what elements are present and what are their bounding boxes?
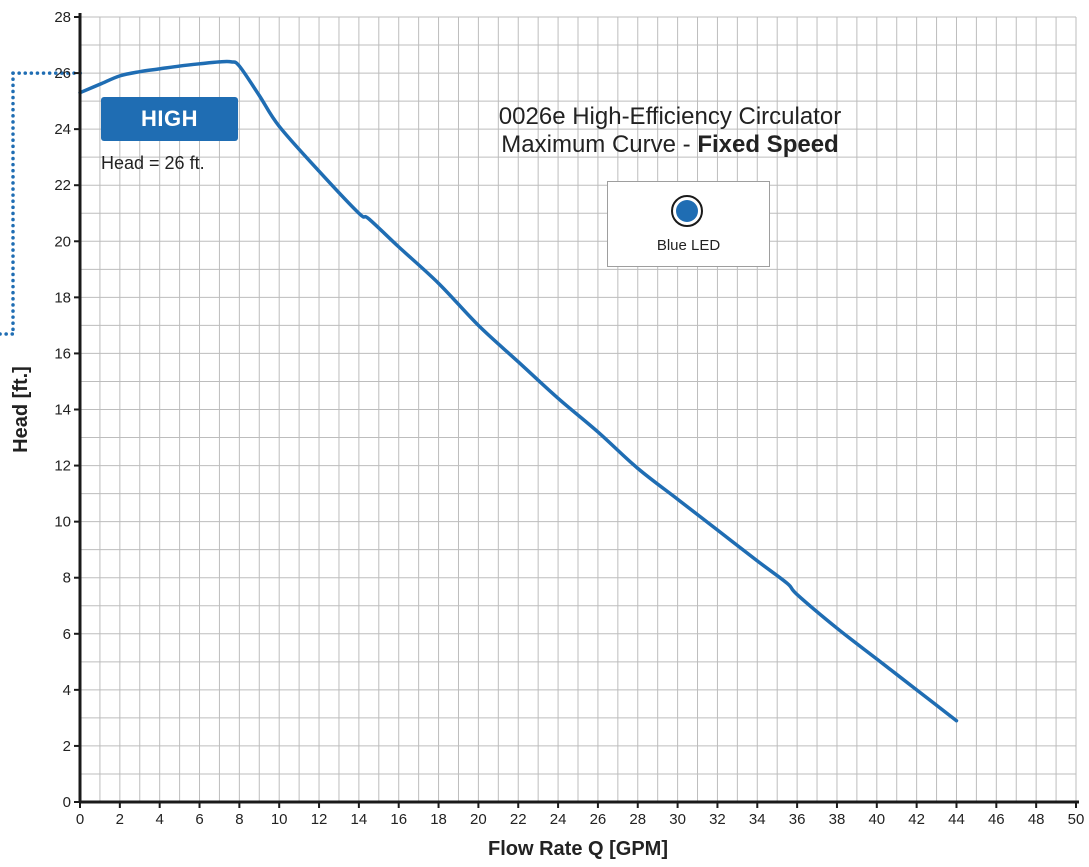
chart-title: 0026e High-Efficiency Circulator Maximum… [420, 103, 920, 159]
y-tick-label: 20 [54, 233, 71, 250]
y-axis-title: Head [ft.] [10, 366, 32, 453]
x-tick-labels: 0 2 4 6 8 10 12 14 16 18 20 22 24 26 28 30 32 34 36 38 40 42 4… [76, 811, 1085, 828]
x-tick-label: 12 [311, 811, 328, 828]
axes [74, 13, 1079, 808]
x-tick-label: 16 [390, 811, 407, 828]
y-tick-label: 0 [63, 794, 71, 811]
y-tick-label: 18 [54, 289, 71, 306]
x-tick-label: 26 [590, 811, 607, 828]
x-tick-label: 42 [908, 811, 925, 828]
series-line-pump-curve [78, 59, 959, 723]
y-tick-label: 4 [63, 682, 71, 699]
chart-title-bold: Fixed Speed [697, 131, 839, 158]
y-tick-label: 16 [54, 345, 71, 362]
series-group [78, 59, 959, 723]
mode-badge-high: HIGH [101, 97, 238, 141]
x-tick-label: 28 [629, 811, 646, 828]
x-tick-label: 46 [988, 811, 1005, 828]
head-annotation: Head = 26 ft. [101, 153, 205, 173]
y-tick-label: 6 [63, 626, 71, 643]
grid [80, 16, 1077, 802]
x-tick-label: 20 [470, 811, 487, 828]
chart-title-line1: 0026e High-Efficiency Circulator [498, 103, 842, 130]
chart-title-line2: Maximum Curve - Fixed Speed [420, 131, 920, 159]
y-tick-label: 24 [54, 121, 71, 138]
x-tick-label: 18 [430, 811, 447, 828]
x-tick-label: 38 [829, 811, 846, 828]
y-tick-label: 2 [63, 738, 71, 755]
led-light-icon [676, 200, 698, 222]
x-tick-label: 6 [195, 811, 203, 828]
x-tick-label: 2 [116, 811, 124, 828]
y-tick-label: 22 [54, 177, 71, 194]
x-tick-label: 48 [1028, 811, 1045, 828]
dotted-bracket [0, 71, 84, 336]
x-tick-label: 44 [948, 811, 965, 828]
led-legend-box: Blue LED [607, 181, 770, 267]
x-tick-label: 30 [669, 811, 686, 828]
x-axis-title: Flow Rate Q [GPM] [488, 838, 668, 860]
led-label: Blue LED [656, 237, 721, 254]
x-tick-label: 22 [510, 811, 527, 828]
x-tick-label: 40 [868, 811, 885, 828]
x-tick-label: 24 [550, 811, 567, 828]
y-tick-label: 8 [63, 570, 71, 587]
x-tick-label: 10 [271, 811, 288, 828]
x-tick-label: 4 [156, 811, 164, 828]
x-tick-label: 50 [1068, 811, 1085, 828]
y-tick-label: 10 [54, 514, 71, 531]
x-tick-label: 36 [789, 811, 806, 828]
y-tick-label: 12 [54, 458, 71, 475]
x-tick-label: 32 [709, 811, 726, 828]
x-tick-label: 8 [235, 811, 243, 828]
y-tick-label: 26 [54, 65, 71, 82]
x-tick-label: 14 [351, 811, 368, 828]
led-icon [671, 195, 703, 227]
x-tick-label: 34 [749, 811, 766, 828]
y-tick-label: 28 [54, 9, 71, 26]
y-tick-label: 14 [54, 402, 71, 419]
chart-title-prefix: Maximum Curve - [501, 131, 698, 158]
x-tick-label: 0 [76, 811, 84, 828]
